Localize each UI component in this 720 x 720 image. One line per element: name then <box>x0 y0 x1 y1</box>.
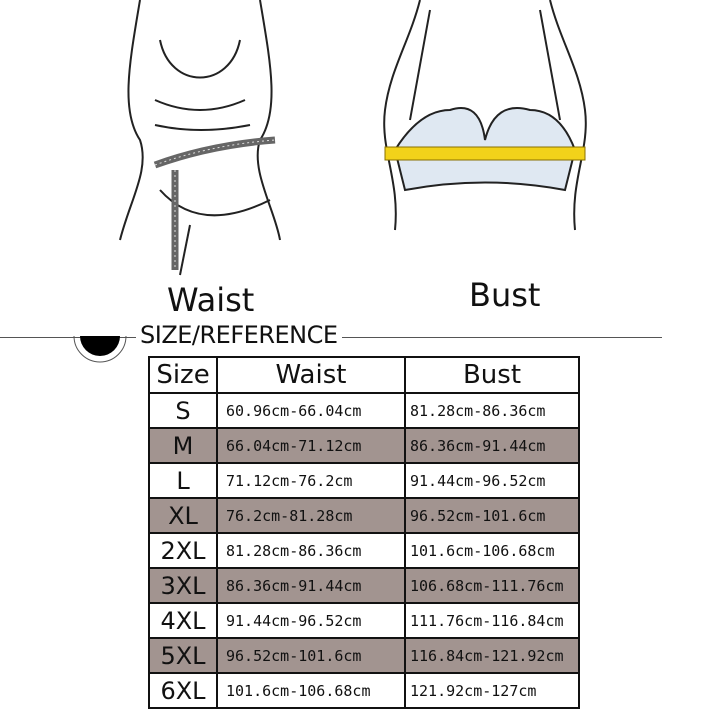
bust-cell: 116.84cm-121.92cm <box>404 637 580 674</box>
bust-cell: 96.52cm-101.6cm <box>404 497 580 534</box>
waist-cell: 76.2cm-81.28cm <box>216 497 406 534</box>
header-size: Size <box>148 356 218 394</box>
header-waist: Waist <box>216 356 406 394</box>
waist-cell: 91.44cm-96.52cm <box>216 602 406 639</box>
bust-cell: 111.76cm-116.84cm <box>404 602 580 639</box>
table-row: L 71.12cm-76.2cm 91.44cm-96.52cm <box>148 462 580 499</box>
waist-cell: 101.6cm-106.68cm <box>216 672 406 709</box>
bust-label: Bust <box>469 276 541 314</box>
table-row: 3XL 86.36cm-91.44cm 106.68cm-111.76cm <box>148 567 580 604</box>
bust-measurement-illustration <box>383 0 587 231</box>
size-chart-table: Size Waist Bust S 60.96cm-66.04cm 81.28cm-… <box>148 356 580 709</box>
section-title: SIZE/REFERENCE <box>136 321 342 349</box>
size-cell: 6XL <box>148 672 218 709</box>
table-row: M 66.04cm-71.12cm 86.36cm-91.44cm <box>148 427 580 464</box>
table-row: 6XL 101.6cm-106.68cm 121.92cm-127cm <box>148 672 580 709</box>
waist-cell: 66.04cm-71.12cm <box>216 427 406 464</box>
waist-cell: 71.12cm-76.2cm <box>216 462 406 499</box>
table-row: XL 76.2cm-81.28cm 96.52cm-101.6cm <box>148 497 580 534</box>
waist-cell: 86.36cm-91.44cm <box>216 567 406 604</box>
waist-label: Waist <box>167 281 255 319</box>
size-cell: 5XL <box>148 637 218 674</box>
table-row: 5XL 96.52cm-101.6cm 116.84cm-121.92cm <box>148 637 580 674</box>
header-bust: Bust <box>404 356 580 394</box>
size-cell: 2XL <box>148 532 218 569</box>
waist-measurement-illustration <box>119 0 281 276</box>
table-row: S 60.96cm-66.04cm 81.28cm-86.36cm <box>148 392 580 429</box>
measuring-tape-icon <box>384 146 586 161</box>
size-cell: M <box>148 427 218 464</box>
size-cell: 4XL <box>148 602 218 639</box>
bust-cell: 106.68cm-111.76cm <box>404 567 580 604</box>
table-row: 4XL 91.44cm-96.52cm 111.76cm-116.84cm <box>148 602 580 639</box>
section-bullet-icon <box>73 335 127 363</box>
size-cell: XL <box>148 497 218 534</box>
bust-cell: 81.28cm-86.36cm <box>404 392 580 429</box>
bust-cell: 91.44cm-96.52cm <box>404 462 580 499</box>
bust-cell: 86.36cm-91.44cm <box>404 427 580 464</box>
waist-cell: 60.96cm-66.04cm <box>216 392 406 429</box>
waist-cell: 81.28cm-86.36cm <box>216 532 406 569</box>
table-row: 2XL 81.28cm-86.36cm 101.6cm-106.68cm <box>148 532 580 569</box>
size-cell: L <box>148 462 218 499</box>
bust-cell: 101.6cm-106.68cm <box>404 532 580 569</box>
waist-cell: 96.52cm-101.6cm <box>216 637 406 674</box>
size-cell: 3XL <box>148 567 218 604</box>
bust-cell: 121.92cm-127cm <box>404 672 580 709</box>
size-cell: S <box>148 392 218 429</box>
table-header-row: Size Waist Bust <box>148 356 580 394</box>
